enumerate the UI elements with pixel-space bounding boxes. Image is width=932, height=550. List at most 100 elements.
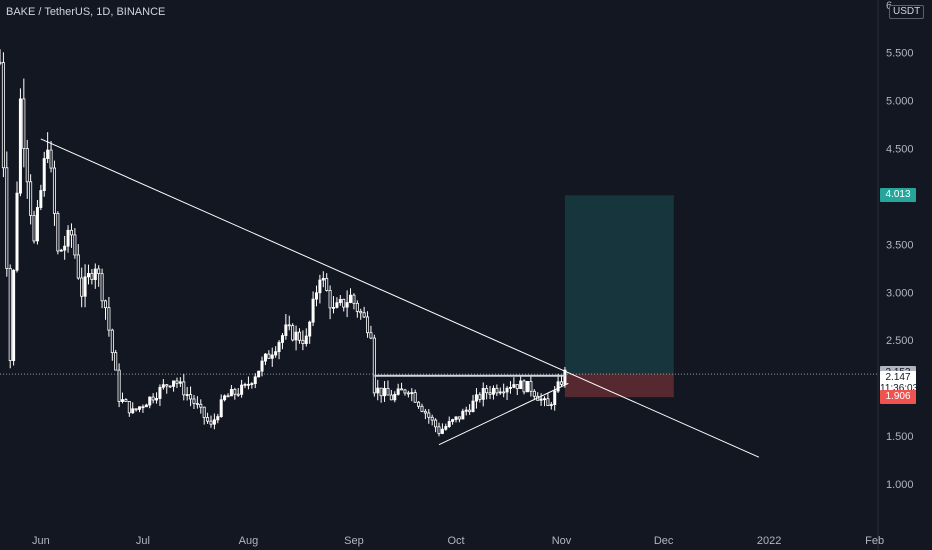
candle-body [15, 192, 19, 271]
candle-body [553, 390, 557, 405]
candle-body [243, 383, 247, 386]
candle-body [233, 389, 237, 395]
bar-countdown: 11:36:03 [880, 383, 919, 395]
candle-body [236, 393, 240, 396]
candle-body [199, 403, 203, 408]
candle-body [185, 394, 189, 396]
candle-body [240, 384, 244, 395]
candle-body [413, 392, 417, 403]
candle-body [359, 311, 363, 314]
price-tick-label: 3.000 [886, 287, 914, 299]
candle-body [5, 167, 9, 269]
candle-body [362, 312, 366, 318]
candle-body [461, 410, 465, 420]
candle-body [549, 404, 553, 407]
price-tick-label: 1.500 [886, 431, 914, 443]
candle-body [219, 399, 223, 418]
candle-body [69, 229, 73, 236]
candle-body [192, 398, 196, 404]
candle-body [447, 421, 451, 427]
candle-body [134, 408, 138, 411]
candle-body [519, 380, 523, 390]
candle-body [216, 416, 220, 421]
candle-body [560, 381, 564, 385]
candle-body [39, 190, 43, 208]
candle-body [529, 381, 533, 392]
candle-body [121, 399, 125, 402]
candle-body [246, 383, 250, 386]
candle-body [131, 408, 135, 414]
candle-body [376, 387, 380, 394]
descending-resistance-line [40, 138, 760, 458]
candle-body [148, 396, 152, 406]
candle-body [270, 354, 274, 359]
candle-body [250, 383, 254, 385]
candle-body [366, 316, 370, 334]
candle-body [280, 335, 284, 343]
candle-body [253, 376, 257, 384]
price-tick-label: 5.000 [886, 96, 914, 108]
candle-body [291, 325, 295, 341]
candle-body [508, 386, 512, 389]
candle-body [294, 331, 298, 341]
candle-body [444, 426, 448, 430]
candle-body [42, 158, 46, 191]
candle-body [83, 276, 87, 297]
candle-body [400, 388, 404, 391]
trendlines [40, 138, 760, 458]
time-tick-label: Sep [344, 535, 364, 547]
ascending-support-line [438, 382, 569, 446]
candle-body [107, 307, 111, 331]
candle-body [498, 391, 502, 394]
candle-body [505, 387, 509, 393]
candle-body [165, 384, 169, 387]
candle-body [63, 245, 67, 251]
symbol-header[interactable]: BAKE / TetherUS, 1D, BINANCE [6, 6, 166, 18]
candle-body [318, 279, 322, 294]
candle-body [59, 249, 63, 252]
candle-body [321, 277, 325, 281]
candle-body [124, 399, 128, 402]
candles [0, 49, 567, 437]
candle-body [8, 268, 12, 361]
candle-body [420, 405, 424, 412]
stop-loss-badge: 1.906 [880, 390, 916, 405]
candle-body [151, 396, 155, 401]
candle-body [491, 387, 495, 395]
candle-body [127, 401, 131, 414]
position-zones [0, 195, 878, 398]
candle-body [379, 387, 383, 397]
candle-body [478, 394, 482, 400]
candle-body [331, 306, 336, 309]
candle-body [311, 298, 315, 323]
candle-body [161, 384, 165, 388]
candle-body [110, 329, 114, 354]
candle-body [474, 394, 478, 402]
price-tick-label: 4.500 [886, 144, 914, 156]
candle-body [532, 390, 536, 397]
candle-body [103, 300, 108, 309]
candle-body [93, 268, 97, 280]
candle-body [22, 98, 26, 149]
candle-body [427, 412, 431, 418]
candle-body [512, 384, 516, 388]
candle-body [175, 380, 179, 384]
candle-body [117, 369, 121, 402]
candle-body [202, 406, 206, 418]
candle-body [168, 385, 172, 388]
candle-body [488, 392, 492, 395]
candle-body [158, 386, 162, 399]
candle-body [522, 380, 526, 393]
currency-label[interactable]: USDT [889, 5, 925, 19]
candle-body [86, 273, 90, 278]
candle-body [328, 290, 332, 309]
candle-body [393, 393, 397, 401]
time-tick-label: Jun [32, 535, 50, 547]
candle-body [274, 351, 278, 356]
candle-body [297, 331, 301, 341]
candle-body [90, 273, 94, 280]
candle-body [141, 406, 145, 409]
time-tick-label: Feb [865, 535, 884, 547]
candle-body [345, 302, 349, 308]
